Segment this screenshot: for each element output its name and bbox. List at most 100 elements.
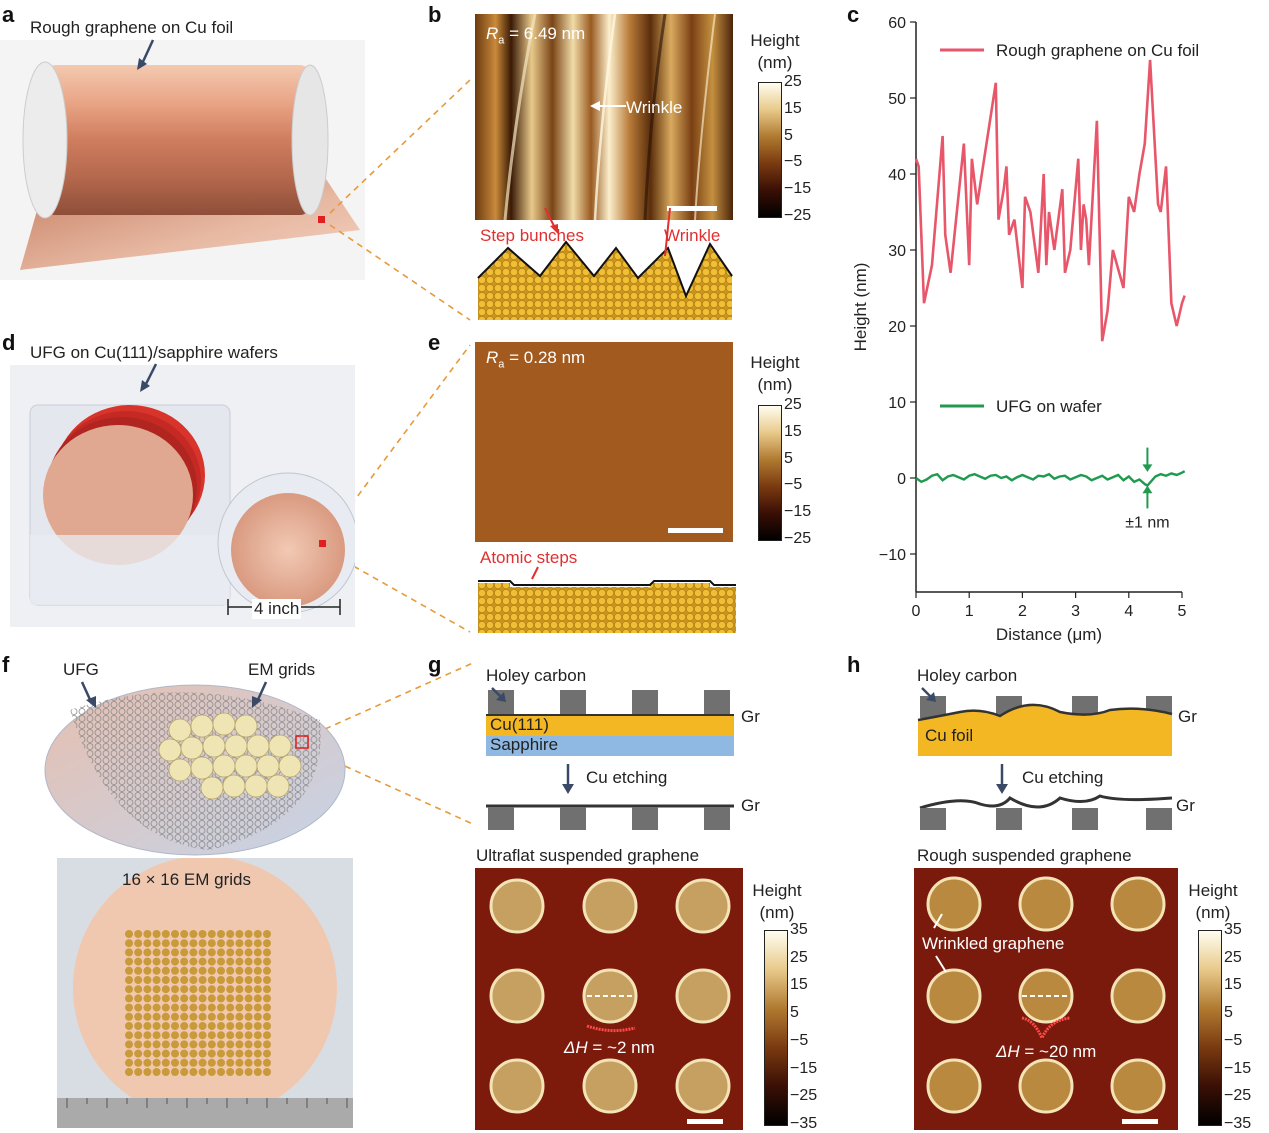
- colorbar-tick: −5: [790, 1031, 809, 1049]
- colorbar-tick: 15: [790, 976, 808, 994]
- panel-d-label: d: [2, 330, 16, 355]
- em-grid: [161, 1049, 170, 1058]
- em-grid: [207, 1040, 216, 1049]
- em-grid: [125, 966, 133, 975]
- y-tick-label: 30: [888, 243, 906, 260]
- y-tick-label: 20: [888, 319, 906, 336]
- em-grid: [263, 994, 271, 1003]
- em-grid: [143, 1003, 152, 1012]
- g-title: Ultraflat suspended graphene: [476, 846, 700, 865]
- colorbar-tick: −25: [784, 207, 812, 224]
- em-grid: [152, 985, 161, 994]
- legend-label: Rough graphene on Cu foil: [996, 41, 1199, 60]
- colorbar-h-title: Height (nm): [1188, 881, 1238, 922]
- em-grid: [235, 1012, 244, 1021]
- em-grid: [189, 1058, 198, 1067]
- em-grid: [161, 994, 170, 1003]
- em-grid: [217, 1022, 225, 1030]
- em-grid: [125, 985, 133, 994]
- em-grids-label: EM grids: [248, 660, 316, 679]
- y-tick-label: 60: [888, 15, 906, 32]
- colorbar-tick: −15: [790, 1059, 818, 1077]
- em-grid: [244, 1031, 253, 1040]
- em-grid: [134, 1012, 143, 1021]
- wrinkled-graphene-label: Wrinkled graphene: [922, 934, 1065, 953]
- em-grid: [253, 1003, 262, 1012]
- em-grid: [253, 948, 262, 957]
- em-grid: [263, 966, 271, 975]
- em-grid: [143, 948, 152, 957]
- g-cu-etching: Cu etching: [586, 768, 668, 787]
- em-grid: [207, 1031, 216, 1040]
- em-grid: [217, 976, 225, 984]
- em-grid: [152, 1012, 161, 1021]
- em-grid: [152, 966, 161, 975]
- em-grids-arrow: [252, 681, 268, 708]
- x-axis-label: Distance (μm): [996, 625, 1102, 644]
- em-grid: [217, 985, 225, 994]
- em-grid: [161, 939, 170, 948]
- em-grid: [263, 939, 271, 948]
- em-grid: [198, 1012, 207, 1021]
- em-grid: [253, 939, 262, 948]
- em-grid: [226, 1022, 235, 1030]
- em-grid: [244, 1040, 253, 1049]
- em-grid: [198, 1003, 207, 1012]
- em-grid: [180, 1068, 189, 1076]
- h-delta-h: ΔH = ~20 nm: [996, 1042, 1097, 1061]
- em-grid: [171, 1058, 179, 1067]
- em-grid: [189, 966, 198, 975]
- em-grid: [125, 1031, 133, 1040]
- em-grid: [198, 976, 207, 984]
- em-grid: [189, 1003, 198, 1012]
- scale-label-4inch: 4 inch: [252, 599, 302, 619]
- colorbar-tick: 35: [1224, 921, 1242, 938]
- em-grid: [244, 957, 253, 966]
- em-grid: [235, 939, 244, 948]
- g-gr2-label: Gr: [741, 796, 760, 815]
- colorbar-tick: −25: [784, 530, 812, 547]
- em-grid: [125, 1058, 133, 1067]
- em-grid: [171, 1040, 179, 1049]
- em-grid: [171, 985, 179, 994]
- legend-label: UFG on wafer: [996, 397, 1102, 416]
- em-grid: [263, 1012, 271, 1021]
- em-grid: [134, 957, 143, 966]
- afm-holes-ultraflat: [475, 868, 743, 1130]
- em-grid: [143, 985, 152, 994]
- em-grid: [253, 1040, 262, 1049]
- annotation-arrowhead: [1142, 464, 1153, 472]
- em-grid: [152, 976, 161, 984]
- h-schematic: [917, 696, 1173, 830]
- colorbar-tick: −15: [1224, 1059, 1252, 1077]
- em-grid: [125, 994, 133, 1003]
- em-grid: [171, 994, 179, 1003]
- colorbar-tick: −35: [1224, 1115, 1252, 1132]
- x-tick-label: 4: [1124, 603, 1133, 620]
- em-grid: [171, 1068, 179, 1076]
- em-grid: [152, 930, 161, 938]
- em-grid: [143, 939, 152, 948]
- panel-b-label: b: [428, 2, 442, 27]
- em-grid: [207, 1058, 216, 1067]
- em-grid: [244, 930, 253, 938]
- em-grid: [217, 1003, 225, 1012]
- em-grid: [189, 1031, 198, 1040]
- colorbar-tick: −5: [784, 476, 803, 494]
- em-grid: [125, 948, 133, 957]
- em-grid: [161, 985, 170, 994]
- colorbar-tick: −15: [784, 503, 812, 521]
- em-grid: [217, 1031, 225, 1040]
- em-grid: [226, 930, 235, 938]
- colorbar-tick: −5: [784, 153, 803, 171]
- x-tick-label: 5: [1178, 603, 1187, 620]
- wrinkle-label-red: Wrinkle: [664, 226, 721, 245]
- em-grid: [244, 1022, 253, 1030]
- em-grid: [189, 957, 198, 966]
- em-grid: [180, 1049, 189, 1058]
- em-grid: [198, 1022, 207, 1030]
- em-grid: [207, 966, 216, 975]
- em-grid: [226, 948, 235, 957]
- em-grid: [263, 1040, 271, 1049]
- em-grid: [171, 1022, 179, 1030]
